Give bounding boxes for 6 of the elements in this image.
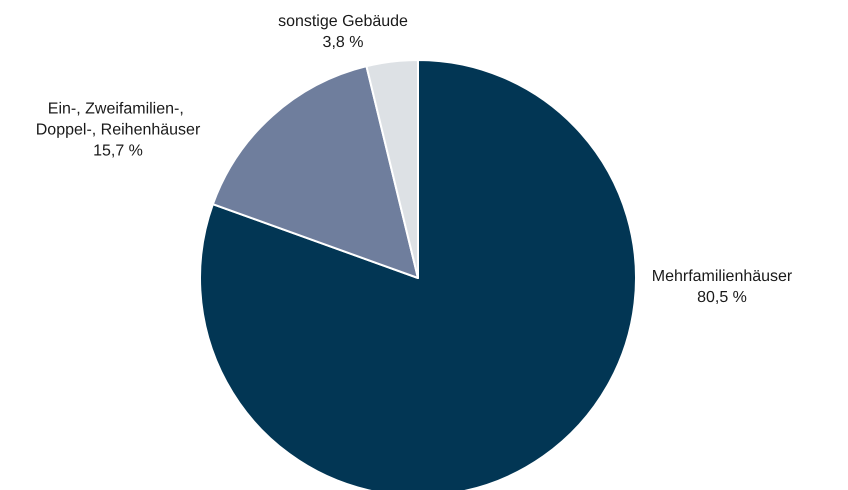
slice-label: Ein-, Zweifamilien-, Doppel-, Reihenhäuser xyxy=(36,100,201,138)
slice-label: sonstige Gebäude xyxy=(278,13,408,30)
data-label: 3,8 % xyxy=(322,34,364,51)
slice-label: Mehrfamilienhäuser xyxy=(652,268,793,285)
data-label: 80,5 % xyxy=(697,289,747,306)
data-label: 15,7 % xyxy=(93,142,143,160)
